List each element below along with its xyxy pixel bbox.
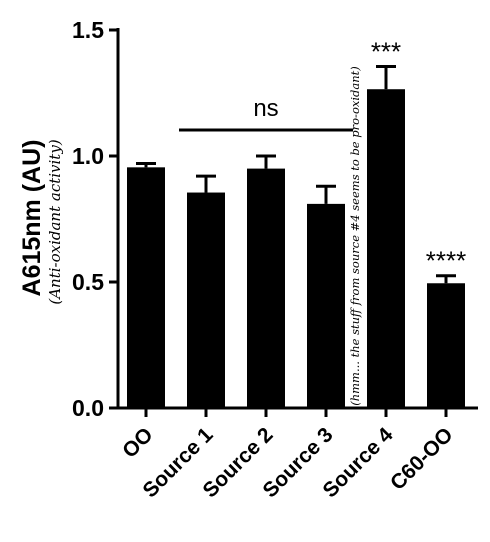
bar [367, 89, 405, 408]
labels-group: ******* [371, 37, 466, 276]
y-tick-label: 1.0 [72, 143, 104, 169]
bar [427, 283, 465, 408]
y-tick-label: 1.5 [72, 17, 104, 43]
y-axis: 0.0 0.5 1.0 1.5 [72, 17, 120, 421]
bar [187, 192, 225, 408]
bars-group [127, 65, 465, 408]
handwritten-annotation: (hmm... the stuff from source #4 seems t… [348, 66, 362, 406]
bar [127, 167, 165, 408]
bar [307, 203, 345, 408]
x-tick-label: OO [118, 423, 157, 462]
y-axis-handwritten-note: (Anti-oxidant activity) [46, 139, 64, 304]
ns-label: ns [253, 95, 278, 122]
significance-label: **** [426, 246, 466, 276]
bar [247, 168, 285, 408]
x-tick-label: C60-OO [386, 423, 458, 495]
y-tick-label: 0.0 [72, 395, 104, 421]
y-axis-label: A615nm (AU) [18, 140, 46, 297]
y-tick-label: 0.5 [72, 269, 104, 295]
significance-label: *** [371, 37, 401, 67]
